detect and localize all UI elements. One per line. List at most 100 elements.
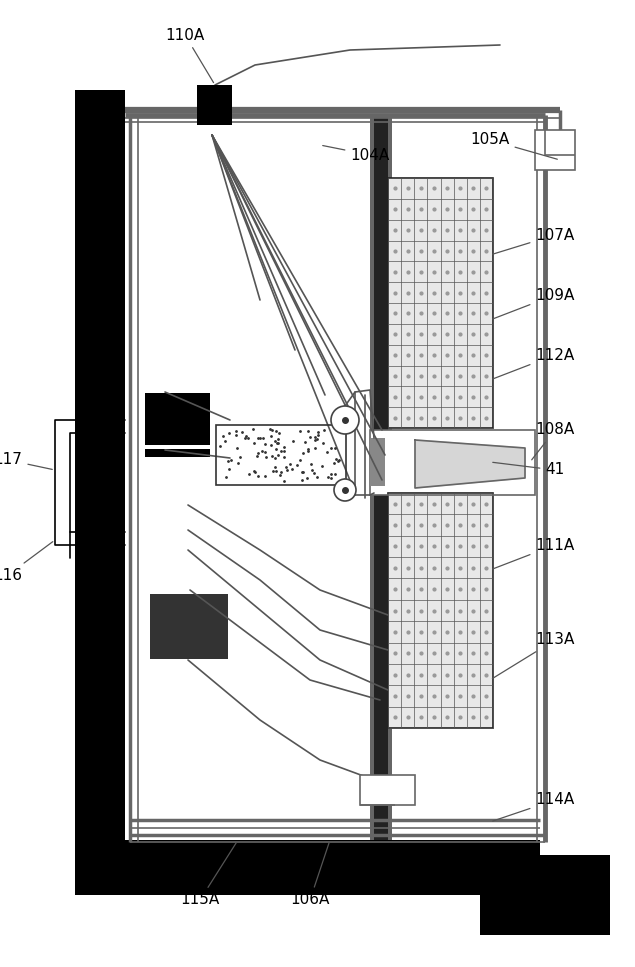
Point bbox=[279, 444, 289, 459]
Point bbox=[279, 440, 289, 455]
Point bbox=[331, 422, 342, 437]
Circle shape bbox=[334, 479, 356, 501]
Bar bbox=[370, 438, 385, 486]
Point bbox=[273, 431, 283, 447]
Point bbox=[220, 433, 230, 449]
Point bbox=[281, 459, 291, 475]
Point bbox=[292, 457, 302, 473]
Bar bbox=[370, 430, 535, 495]
Point bbox=[312, 431, 322, 447]
Point bbox=[272, 435, 283, 451]
Point bbox=[303, 424, 313, 439]
Point bbox=[323, 469, 333, 484]
Point bbox=[279, 473, 289, 488]
Point bbox=[262, 450, 272, 465]
Text: 117: 117 bbox=[0, 453, 52, 469]
Point bbox=[302, 441, 312, 456]
Point bbox=[251, 449, 262, 464]
Point bbox=[302, 470, 312, 485]
Text: 108A: 108A bbox=[531, 423, 575, 460]
Point bbox=[276, 443, 286, 458]
Point bbox=[284, 455, 295, 471]
Point bbox=[270, 433, 280, 449]
Text: 109A: 109A bbox=[493, 287, 575, 319]
Point bbox=[260, 436, 271, 452]
Bar bbox=[535, 130, 575, 170]
Point bbox=[265, 428, 276, 444]
Point bbox=[312, 469, 323, 484]
Point bbox=[297, 464, 307, 480]
Point bbox=[260, 469, 271, 484]
Point bbox=[322, 445, 332, 460]
Point bbox=[241, 428, 251, 444]
Text: 106A: 106A bbox=[290, 842, 330, 907]
Bar bbox=[145, 393, 210, 445]
Text: 41: 41 bbox=[493, 462, 565, 478]
Point bbox=[303, 444, 313, 459]
Point bbox=[309, 429, 319, 445]
Point bbox=[333, 453, 343, 468]
Text: 111A: 111A bbox=[493, 538, 575, 569]
Bar bbox=[75, 90, 125, 850]
Bar bbox=[480, 855, 610, 935]
Point bbox=[330, 441, 340, 456]
Point bbox=[272, 435, 282, 451]
Bar bbox=[360, 775, 415, 805]
Point bbox=[249, 435, 259, 451]
Point bbox=[313, 425, 323, 440]
Text: 115A: 115A bbox=[180, 842, 236, 907]
Point bbox=[271, 463, 281, 479]
Point bbox=[305, 456, 316, 472]
Point bbox=[312, 426, 323, 442]
Point bbox=[295, 424, 305, 439]
Bar bbox=[216, 425, 346, 485]
Bar bbox=[197, 85, 232, 125]
Polygon shape bbox=[415, 440, 525, 488]
Point bbox=[218, 428, 228, 444]
Point bbox=[269, 463, 279, 479]
Point bbox=[331, 452, 341, 467]
Point bbox=[260, 444, 270, 459]
Bar bbox=[388, 178, 493, 428]
Point bbox=[255, 430, 265, 446]
Text: 107A: 107A bbox=[493, 227, 575, 254]
Bar bbox=[374, 115, 388, 840]
Bar bbox=[388, 493, 493, 728]
Bar bbox=[147, 445, 208, 449]
Point bbox=[287, 461, 297, 477]
Point bbox=[253, 430, 264, 446]
Bar bbox=[370, 430, 535, 495]
Point bbox=[267, 423, 277, 438]
Point bbox=[224, 461, 234, 477]
Point bbox=[307, 462, 317, 478]
Point bbox=[305, 429, 316, 445]
Point bbox=[265, 438, 276, 454]
Point bbox=[288, 433, 298, 449]
Point bbox=[274, 425, 284, 440]
Bar bbox=[216, 425, 346, 485]
Point bbox=[226, 452, 236, 467]
Bar bbox=[75, 840, 540, 895]
Point bbox=[275, 467, 285, 483]
Text: 110A: 110A bbox=[165, 27, 213, 82]
Point bbox=[232, 440, 242, 455]
Bar bbox=[370, 115, 392, 840]
Point bbox=[298, 446, 308, 461]
Bar bbox=[388, 493, 493, 728]
Point bbox=[298, 464, 309, 480]
Bar bbox=[150, 594, 228, 659]
Circle shape bbox=[331, 406, 359, 434]
Point bbox=[270, 459, 280, 475]
Text: 105A: 105A bbox=[471, 132, 558, 160]
Point bbox=[231, 423, 241, 438]
Point bbox=[235, 449, 245, 464]
Point bbox=[233, 455, 243, 471]
Point bbox=[309, 465, 319, 481]
Point bbox=[270, 450, 280, 465]
Point bbox=[318, 423, 328, 438]
Point bbox=[250, 464, 260, 480]
Point bbox=[330, 467, 340, 483]
Point bbox=[334, 453, 344, 468]
Point bbox=[237, 425, 247, 440]
Point bbox=[243, 430, 253, 446]
